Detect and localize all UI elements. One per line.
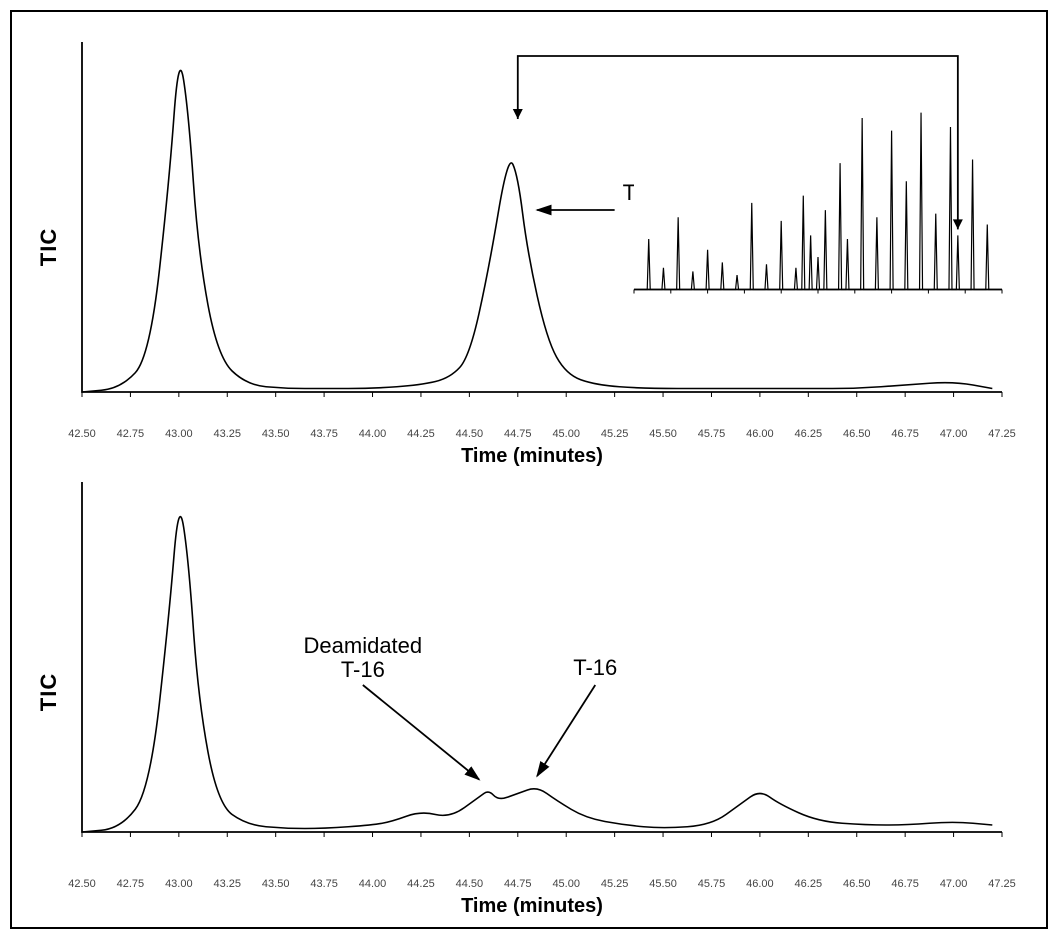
figure-frame: TIC T-16 42.5042.7543.0043.2543.5043.754… bbox=[10, 10, 1048, 929]
xtick-label: 47.25 bbox=[988, 878, 1016, 890]
xtick-label: 45.50 bbox=[649, 878, 677, 890]
xtick-label: 44.00 bbox=[359, 878, 387, 890]
down-arrow-1 bbox=[513, 109, 523, 119]
xtick-label: 43.00 bbox=[165, 428, 193, 440]
xtick-label: 43.25 bbox=[213, 878, 241, 890]
xtick-label: 47.00 bbox=[940, 428, 968, 440]
top-xlabel: Time (minutes) bbox=[52, 445, 1012, 468]
xtick-label: 46.75 bbox=[891, 428, 919, 440]
bottom-chromatogram-panel: TIC DeamidatedT-16T-16 42.5042.7543.0043… bbox=[52, 472, 1012, 912]
xtick-label: 42.75 bbox=[117, 878, 145, 890]
top-chromatogram-panel: TIC T-16 42.5042.7543.0043.2543.5043.754… bbox=[52, 32, 1012, 462]
xtick-label: 44.50 bbox=[456, 428, 484, 440]
xtick-label: 42.50 bbox=[68, 428, 96, 440]
xtick-label: 42.75 bbox=[117, 428, 145, 440]
xtick-label: 44.25 bbox=[407, 428, 435, 440]
xtick-label: 45.75 bbox=[698, 878, 726, 890]
xtick-label: 43.00 bbox=[165, 878, 193, 890]
xtick-label: 44.50 bbox=[456, 878, 484, 890]
xtick-label: 46.00 bbox=[746, 878, 774, 890]
deamidated-label: DeamidatedT-16 bbox=[304, 633, 423, 682]
xtick-label: 44.75 bbox=[504, 878, 532, 890]
xtick-label: 45.25 bbox=[601, 428, 629, 440]
xtick-label: 45.50 bbox=[649, 428, 677, 440]
top-xticks: 42.50 42.75 43.00 43.25 43.50 43.75 44.00 44.25… bbox=[52, 428, 1012, 444]
xtick-label: 43.50 bbox=[262, 878, 290, 890]
xtick-label: 46.50 bbox=[843, 878, 871, 890]
xtick-label: 47.00 bbox=[940, 878, 968, 890]
xtick-label: 43.25 bbox=[213, 428, 241, 440]
xtick-label: 46.50 bbox=[843, 428, 871, 440]
xtick-label: 45.00 bbox=[552, 878, 580, 890]
xtick-label: 46.25 bbox=[795, 428, 823, 440]
t16-label-bottom: T-16 bbox=[573, 655, 617, 680]
xtick-label: 43.50 bbox=[262, 428, 290, 440]
xtick-label: 44.75 bbox=[504, 428, 532, 440]
xtick-label: 47.25 bbox=[988, 428, 1016, 440]
xtick-label: 46.25 bbox=[795, 878, 823, 890]
top-chromatogram-svg: T-16 bbox=[52, 32, 1012, 422]
xtick-label: 45.00 bbox=[552, 428, 580, 440]
xtick-label: 45.75 bbox=[698, 428, 726, 440]
xtick-label: 44.25 bbox=[407, 878, 435, 890]
bottom-xlabel: Time (minutes) bbox=[52, 895, 1012, 918]
xtick-label: 43.75 bbox=[310, 878, 338, 890]
xtick-label: 46.75 bbox=[891, 878, 919, 890]
xtick-label: 45.25 bbox=[601, 878, 629, 890]
xtick-label: 44.00 bbox=[359, 428, 387, 440]
xtick-label: 46.00 bbox=[746, 428, 774, 440]
xtick-label: 43.75 bbox=[310, 428, 338, 440]
bottom-chromatogram-svg: DeamidatedT-16 T-16 bbox=[52, 472, 1012, 862]
xtick-label: 42.50 bbox=[68, 878, 96, 890]
bottom-xticks: 42.50 42.75 43.00 43.25 43.50 43.75 44.00 44.25… bbox=[52, 878, 1012, 894]
